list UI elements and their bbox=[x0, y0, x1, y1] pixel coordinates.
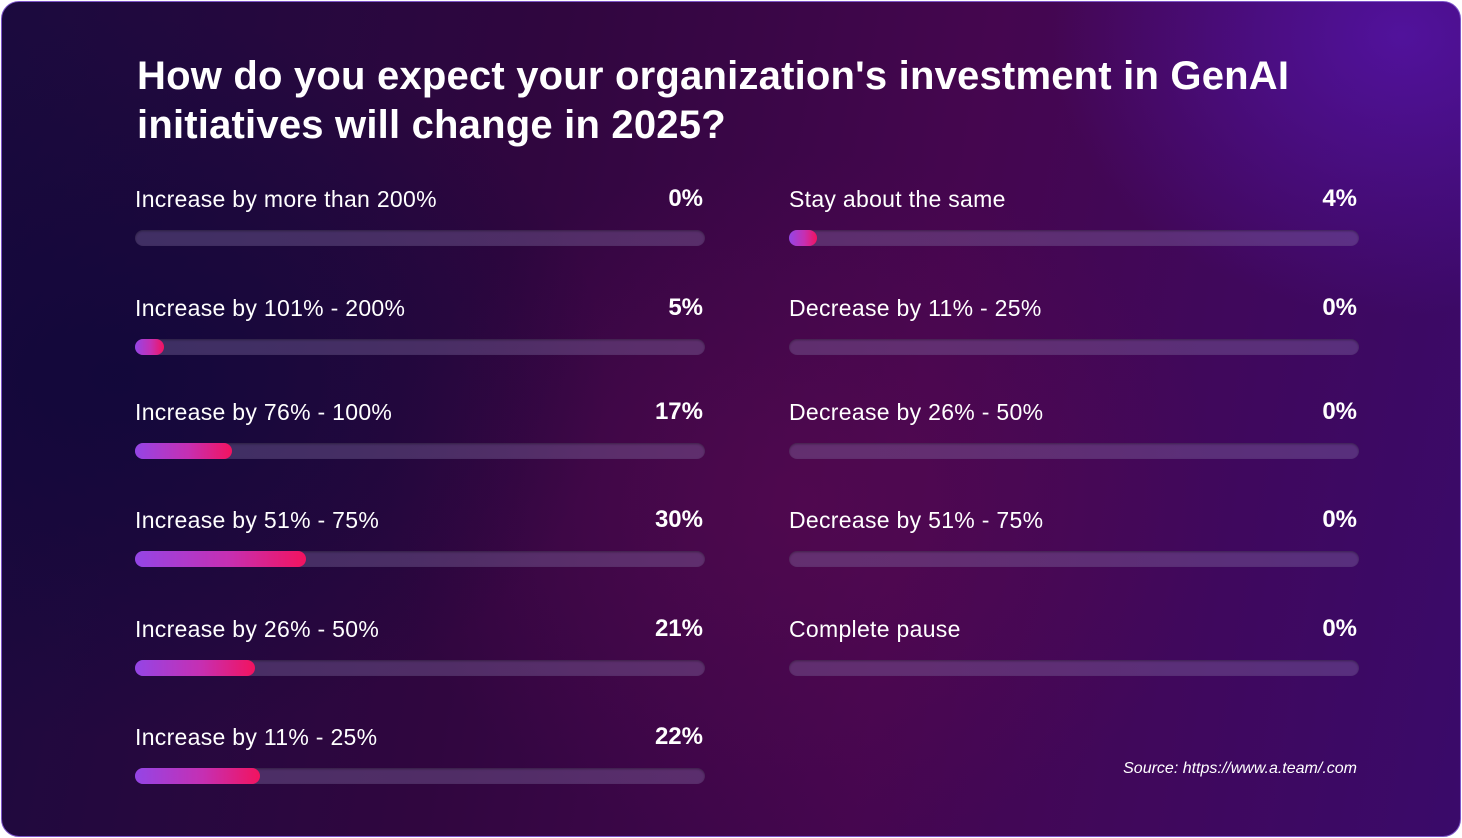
bar-row: Increase by more than 200% 0% bbox=[135, 184, 705, 246]
bar-track bbox=[789, 230, 1359, 246]
bar-value-label: 21% bbox=[654, 615, 703, 642]
bar-fill bbox=[135, 443, 232, 459]
bar-track bbox=[135, 768, 705, 784]
bar-value-label: 5% bbox=[668, 294, 703, 321]
bar-row: Decrease by 11% - 25% 0% bbox=[789, 293, 1359, 355]
bar-fill bbox=[135, 660, 255, 676]
bar-value-label: 30% bbox=[654, 506, 703, 533]
bar-track bbox=[789, 443, 1359, 459]
bar-fill bbox=[135, 551, 306, 567]
bar-row: Decrease by 51% - 75% 0% bbox=[789, 505, 1359, 567]
bar-value-label: 0% bbox=[1322, 615, 1357, 642]
bar-value-label: 17% bbox=[654, 398, 703, 425]
bar-track bbox=[135, 339, 705, 355]
bar-track bbox=[789, 660, 1359, 676]
bar-row: Increase by 26% - 50% 21% bbox=[135, 614, 705, 676]
bar-fill bbox=[135, 339, 164, 355]
bar-label: Increase by more than 200% bbox=[135, 186, 437, 212]
source-note: Source: https://www.a.team/.com bbox=[1123, 760, 1357, 777]
bar-label: Decrease by 11% - 25% bbox=[789, 295, 1042, 321]
bar-fill bbox=[135, 768, 261, 784]
bar-track bbox=[135, 660, 705, 676]
bar-row: Stay about the same 4% bbox=[789, 184, 1359, 246]
bar-row: Decrease by 26% - 50% 0% bbox=[789, 397, 1359, 459]
bar-label: Increase by 11% - 25% bbox=[135, 724, 378, 750]
bar-track bbox=[135, 230, 705, 246]
bar-value-label: 0% bbox=[668, 185, 703, 212]
bar-label: Complete pause bbox=[789, 616, 961, 642]
bar-row: Increase by 101% - 200% 5% bbox=[135, 293, 705, 355]
bar-label: Stay about the same bbox=[789, 186, 1006, 212]
bar-row: Increase by 51% - 75% 30% bbox=[135, 505, 705, 567]
bar-fill bbox=[789, 230, 817, 246]
bar-row: Increase by 76% - 100% 17% bbox=[135, 397, 705, 459]
bar-track bbox=[135, 551, 705, 567]
bar-label: Increase by 51% - 75% bbox=[135, 507, 380, 533]
bar-value-label: 22% bbox=[654, 723, 703, 750]
bar-row: Increase by 11% - 25% 22% bbox=[135, 722, 705, 784]
bar-label: Decrease by 26% - 50% bbox=[789, 399, 1044, 425]
bar-value-label: 0% bbox=[1322, 294, 1357, 321]
bar-row: Complete pause 0% bbox=[789, 614, 1359, 676]
chart-title: How do you expect your organization's in… bbox=[137, 54, 1290, 147]
bar-label: Increase by 76% - 100% bbox=[135, 399, 393, 425]
bar-label: Increase by 101% - 200% bbox=[135, 295, 406, 321]
bar-track bbox=[135, 443, 705, 459]
bar-track bbox=[789, 339, 1359, 355]
bar-value-label: 0% bbox=[1322, 398, 1357, 425]
bar-value-label: 0% bbox=[1322, 506, 1357, 533]
bar-label: Decrease by 51% - 75% bbox=[789, 507, 1044, 533]
bar-value-label: 4% bbox=[1322, 185, 1357, 212]
bar-label: Increase by 26% - 50% bbox=[135, 616, 380, 642]
bar-track bbox=[789, 551, 1359, 567]
